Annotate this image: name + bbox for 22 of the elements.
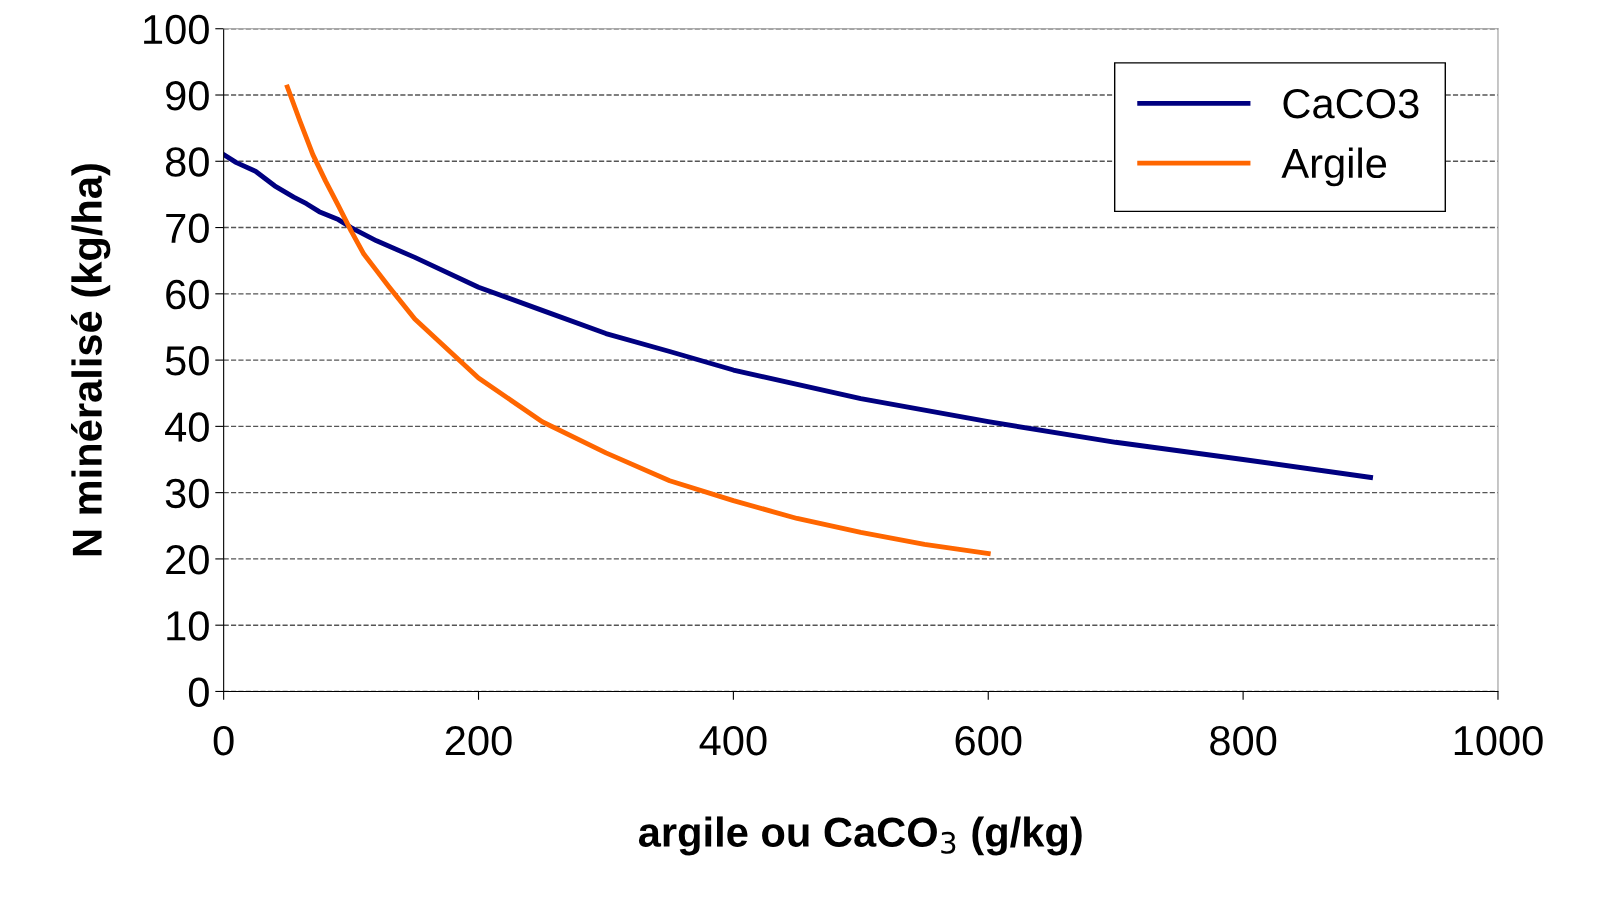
y-tick-label: 70 [166,213,209,244]
y-tick-label: 90 [166,81,209,111]
legend-label: CaCO3 [1283,88,1419,119]
y-tick-label: 100 [144,14,209,45]
x-axis-title: argile ou CaCO$_{3}$ (g/kg) [638,816,1082,856]
y-tick-label: 40 [165,412,209,442]
y-tick-label: 50 [165,346,209,376]
x-tick-label: 600 [955,725,1022,756]
y-tick-label: 20 [166,544,209,575]
y-tick-label: 0 [188,677,209,707]
y-tick-label: 10 [167,611,209,641]
legend-label: Argile [1281,147,1387,187]
line-series [284,84,991,557]
x-tick-label: 0 [213,725,234,756]
y-tick-label: 30 [165,478,209,509]
y-axis-title: N minéralisé (kg/ha) [71,164,111,556]
x-tick-label: 200 [445,725,512,756]
x-tick-label: 1000 [1454,725,1543,756]
y-tick-label: 60 [166,279,209,310]
x-tick-label: 400 [699,725,767,756]
y-tick-label: 80 [165,147,209,177]
x-tick-label: 800 [1210,725,1277,756]
